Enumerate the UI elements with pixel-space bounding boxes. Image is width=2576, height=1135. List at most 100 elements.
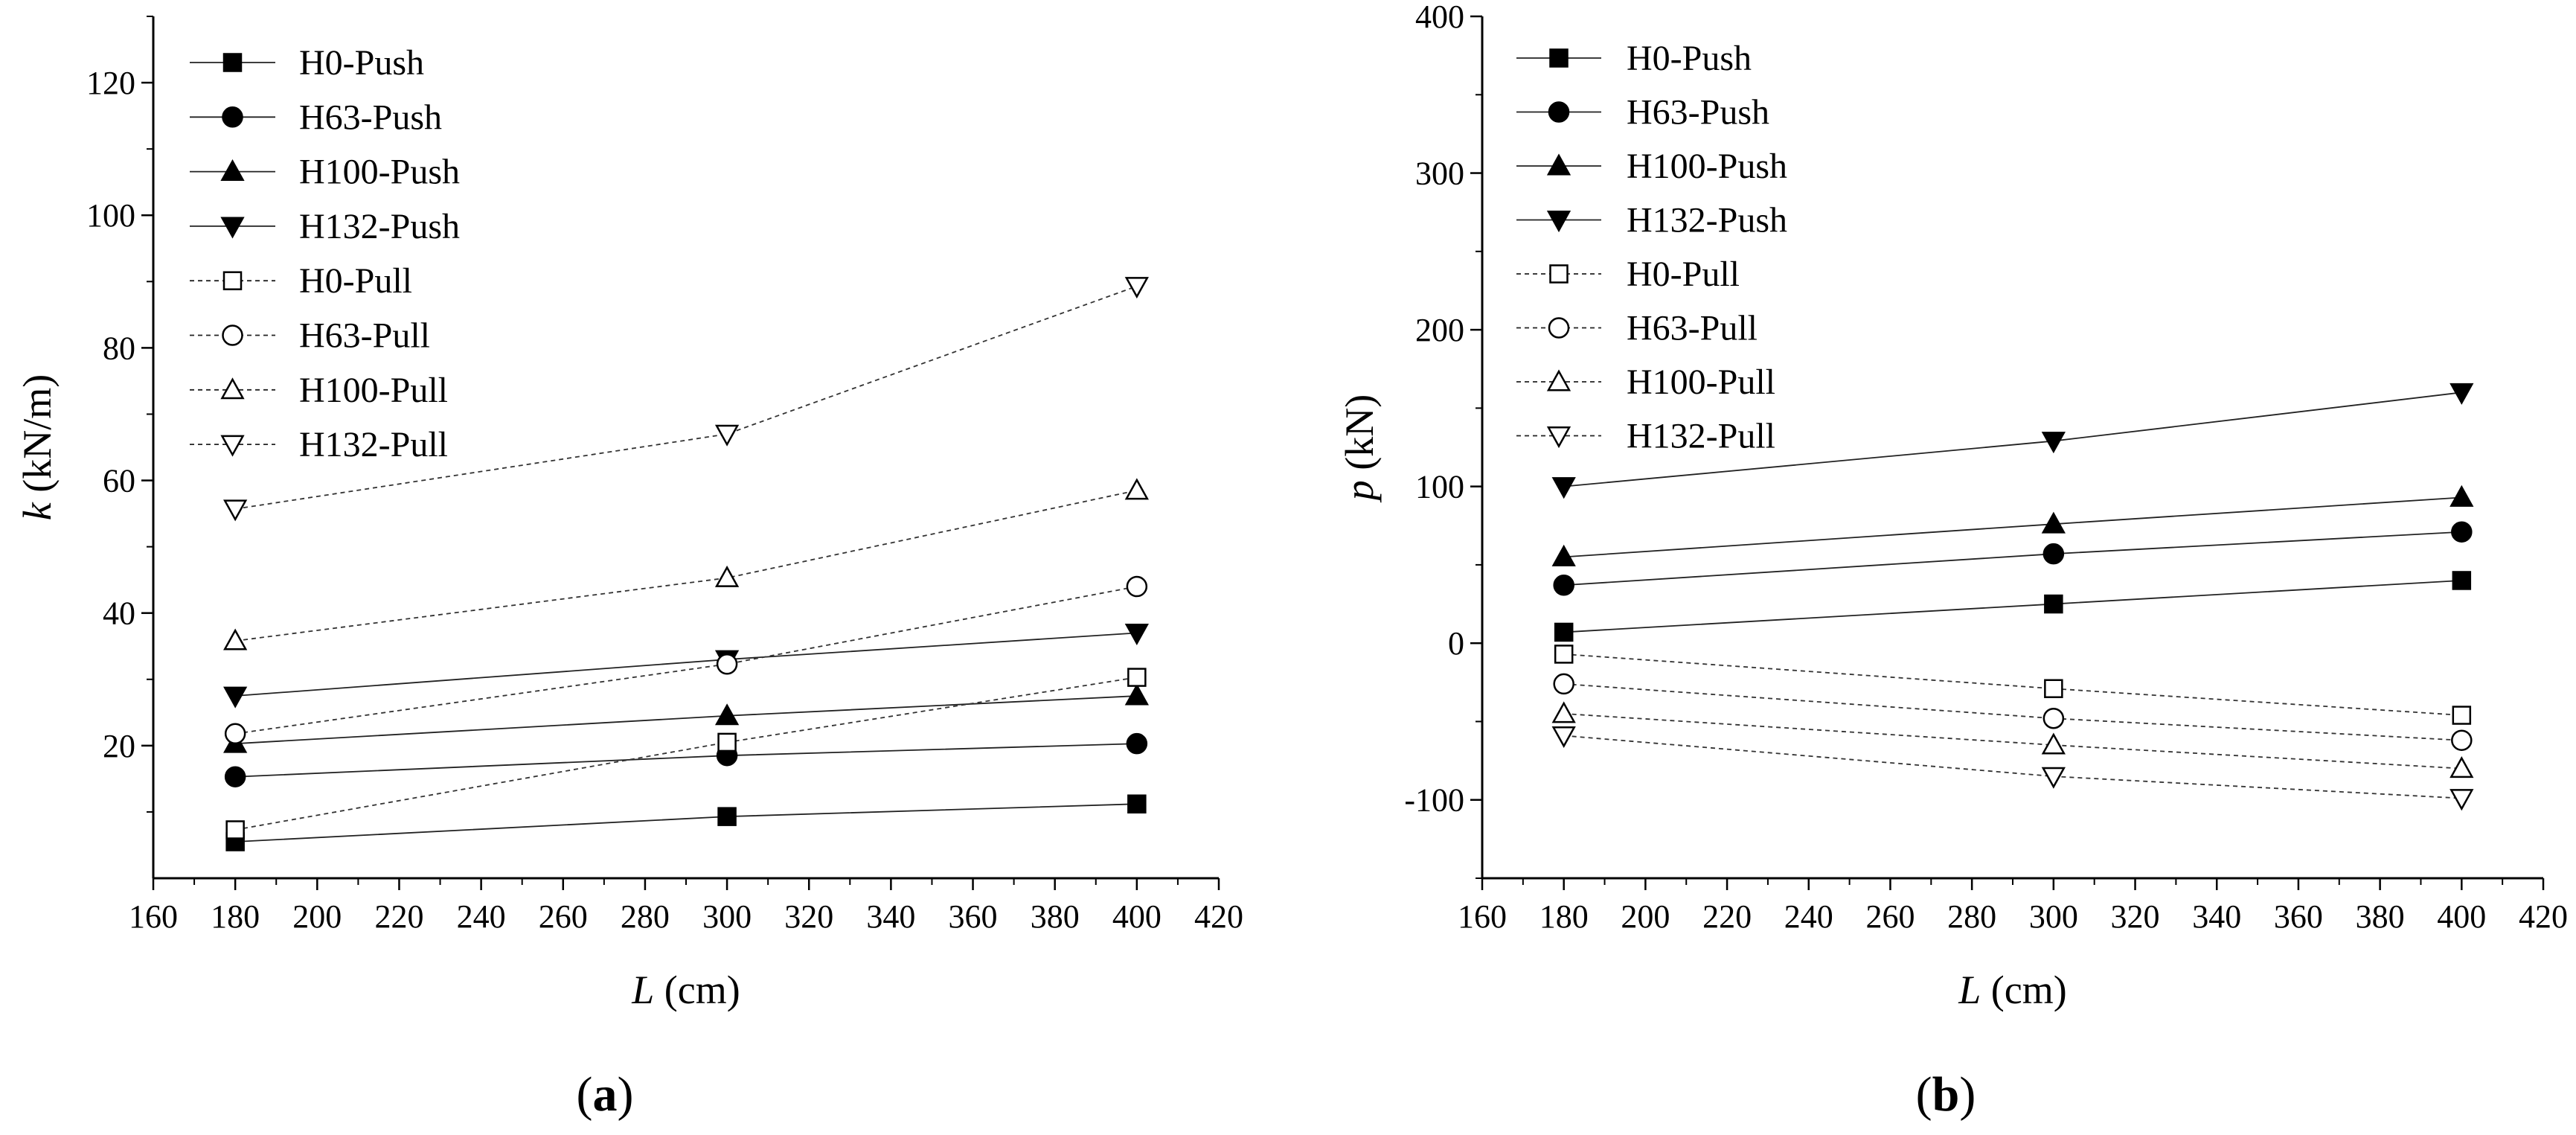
x-tick-label: 380 (2356, 898, 2405, 935)
y-axis-variable: k (15, 502, 60, 520)
x-tick-label: 220 (374, 898, 423, 935)
data-point-h0-pull (1554, 645, 1574, 664)
x-tick-label: 380 (1031, 898, 1080, 935)
x-tick-label: 280 (621, 898, 670, 935)
legend-item-h63-pull: H63-Pull (190, 316, 430, 356)
y-tick-label: 400 (1415, 0, 1464, 35)
data-point-h0-push (1554, 622, 1574, 642)
data-point-h63-pull (2451, 729, 2473, 751)
data-point-h132-push (1551, 477, 1576, 499)
legend-label: H0-Pull (1627, 255, 1740, 294)
legend-label: H100-Push (299, 153, 460, 192)
series-line-h132-pull (1563, 735, 2462, 799)
data-point-h0-push (1127, 794, 1147, 813)
legend-label: H132-Pull (299, 425, 448, 464)
x-tick-label: 420 (2519, 898, 2568, 935)
data-point-h0-pull (1127, 668, 1147, 687)
y-tick-label: 20 (103, 728, 135, 764)
series-h0-pull (1554, 645, 2472, 725)
x-tick-label: 200 (292, 898, 342, 935)
series-h0-push (1554, 571, 2472, 642)
data-point-h132-pull (1124, 277, 1149, 299)
chart-panel-a: 160 180 200 220 240 260 280 300 320 340 360 380 400 4… (15, 16, 1243, 1122)
data-point-h132-pull (2041, 767, 2066, 789)
series-h132-pull (1551, 726, 2474, 811)
legend-label: H100-Pull (299, 371, 448, 410)
legend-item-h100-push: H100-Push (190, 153, 460, 192)
y-tick-label: 120 (86, 65, 135, 101)
series-line-h0-pull (1563, 653, 2462, 716)
data-point-h63-pull (716, 653, 738, 675)
x-tick-label: 220 (1702, 898, 1752, 935)
legend-item-h100-push: H100-Push (1516, 147, 1787, 186)
series-h100-push (1551, 485, 2474, 566)
series-line-h132-push (235, 632, 1137, 697)
legend-label: H0-Push (1627, 39, 1752, 78)
legend-item-h132-push: H132-Push (190, 207, 460, 246)
legend-label: H132-Push (299, 207, 460, 246)
data-point-h100-push (1124, 683, 1149, 706)
x-tick-label: 260 (539, 898, 588, 935)
x-tick-label: 200 (1621, 898, 1670, 935)
x-axis-title: L (cm) (1958, 968, 2066, 1012)
data-point-h63-push (224, 766, 246, 787)
data-point-h0-pull (225, 820, 245, 840)
series-line-h132-pull (235, 285, 1138, 510)
series-h0-pull (225, 668, 1147, 840)
y-tick-label: 80 (103, 330, 135, 366)
legend-marker (1546, 369, 1571, 391)
panel-label-a: (a) (577, 1067, 634, 1122)
series-line-h100-push (235, 695, 1137, 745)
series-line-h100-push (1563, 496, 2462, 558)
legend-item-h63-pull: H63-Pull (1516, 309, 1758, 348)
y-tick-label: 200 (1415, 312, 1464, 348)
legend-label: H63-Push (299, 97, 442, 137)
legend-label: H132-Pull (1627, 417, 1775, 456)
series-line-h63-push (1563, 531, 2462, 586)
legend-item-h132-pull: H132-Pull (190, 425, 448, 464)
series-line-h100-pull (235, 490, 1138, 642)
series-h63-pull (1553, 673, 2473, 751)
data-point-h132-push (2450, 383, 2474, 405)
legend-marker (1549, 48, 1569, 68)
data-point-h132-push (2041, 432, 2066, 454)
legend-marker (222, 324, 243, 346)
data-point-h100-pull (2450, 756, 2474, 778)
data-point-h132-pull (1551, 726, 1576, 748)
data-point-h132-pull (714, 424, 740, 447)
series-line-h63-pull (1563, 683, 2462, 741)
data-point-h0-push (2044, 594, 2063, 614)
legend-item-h0-push: H0-Push (190, 43, 424, 83)
data-point-h0-pull (2452, 706, 2472, 725)
y-tick-label: 100 (1415, 469, 1464, 505)
x-tick-label: 180 (211, 898, 260, 935)
legend-item-h63-push: H63-Push (190, 97, 442, 137)
legend-marker (220, 435, 245, 457)
x-tick-label: 160 (1458, 898, 1507, 935)
x-tick-label: 260 (1865, 898, 1915, 935)
x-tick-label: 340 (2192, 898, 2241, 935)
data-point-h0-push (2452, 571, 2472, 590)
series-h132-push (223, 623, 1149, 709)
legend-label: H0-Pull (299, 261, 412, 301)
legend-item-h0-pull: H0-Pull (190, 261, 412, 301)
legend-item-h132-pull: H132-Pull (1516, 417, 1775, 456)
x-tick-label: 400 (1112, 898, 1162, 935)
series-line-h0-pull (234, 677, 1137, 831)
series-line-h63-push (235, 743, 1137, 778)
data-point-h100-push (1551, 544, 1576, 566)
y-axis-unit: (kN/m) (15, 374, 60, 502)
data-point-h63-pull (1126, 575, 1148, 598)
data-point-h100-push (2041, 511, 2066, 534)
series-line-h0-push (235, 803, 1137, 843)
legend-label: H100-Push (1627, 147, 1787, 186)
legend-marker (222, 271, 243, 290)
series-h63-push (224, 732, 1148, 787)
x-tick-label: 240 (457, 898, 506, 935)
x-tick-label: 240 (1784, 898, 1833, 935)
x-tick-label: 300 (702, 898, 752, 935)
legend-label: H0-Push (299, 43, 424, 83)
series-h132-push (1551, 383, 2474, 499)
series-line-h63-pull (235, 586, 1138, 735)
